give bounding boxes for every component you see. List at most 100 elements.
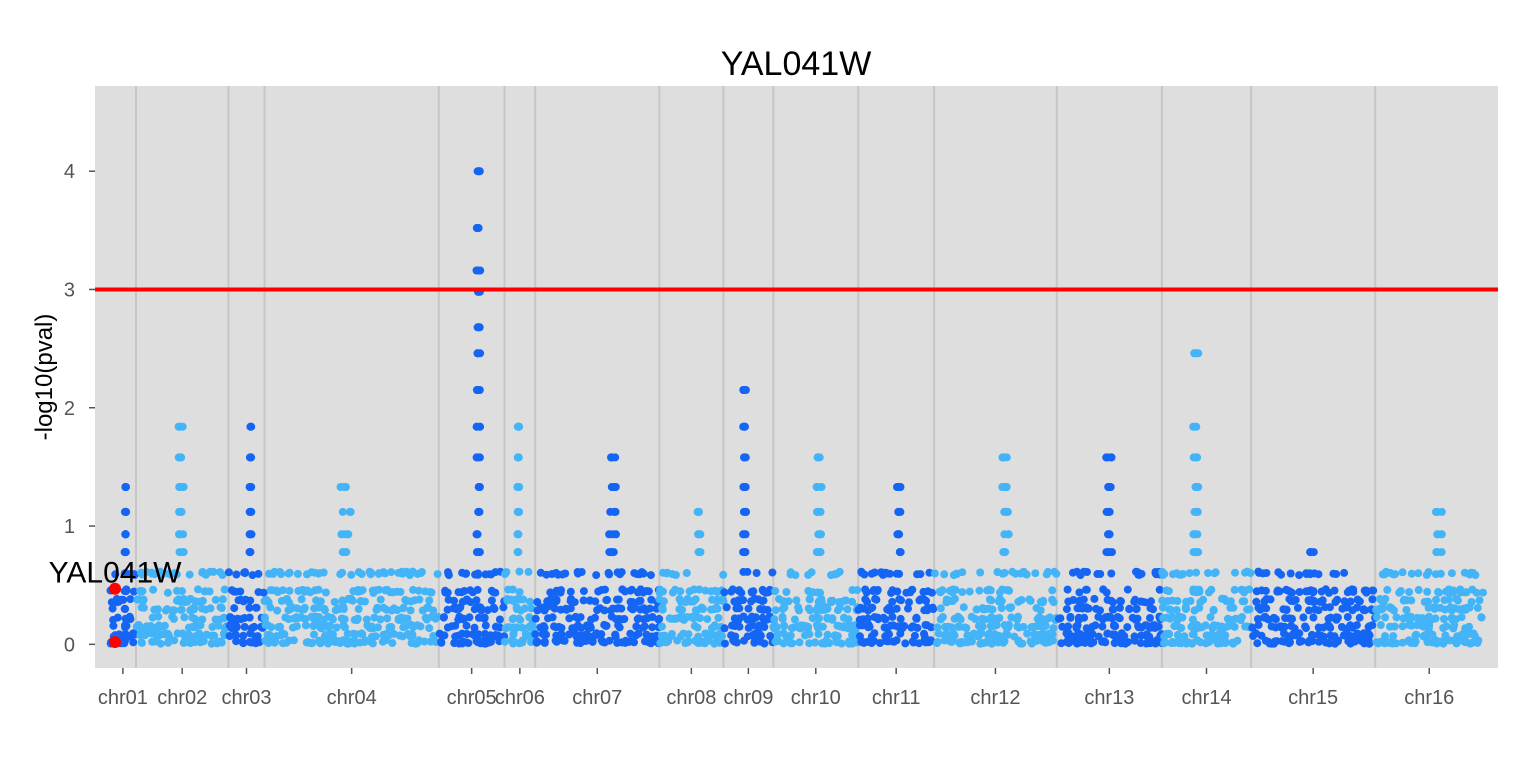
data-point bbox=[656, 639, 665, 647]
data-point bbox=[830, 570, 839, 579]
data-point bbox=[376, 615, 385, 624]
data-point bbox=[199, 637, 208, 646]
data-point bbox=[718, 595, 727, 603]
data-point bbox=[163, 588, 172, 597]
data-point bbox=[1218, 594, 1226, 603]
data-point bbox=[1423, 587, 1432, 596]
x-tick-label: chr06 bbox=[495, 687, 545, 709]
data-point bbox=[174, 595, 183, 604]
data-point bbox=[1211, 632, 1220, 641]
data-point bbox=[1174, 570, 1183, 579]
data-point bbox=[1173, 630, 1182, 639]
data-point bbox=[429, 632, 438, 640]
data-point bbox=[1304, 569, 1313, 578]
data-point bbox=[823, 630, 832, 639]
data-point bbox=[438, 631, 446, 640]
data-point bbox=[1472, 637, 1481, 646]
data-point bbox=[473, 167, 482, 176]
data-point bbox=[399, 623, 408, 632]
data-point bbox=[179, 638, 188, 647]
data-point bbox=[238, 638, 247, 646]
x-tick-label: chr09 bbox=[723, 687, 773, 709]
data-point bbox=[1465, 622, 1474, 631]
data-point bbox=[552, 586, 561, 595]
data-point bbox=[1192, 507, 1201, 516]
data-point bbox=[1238, 613, 1246, 621]
data-point bbox=[217, 604, 226, 612]
data-point bbox=[977, 621, 986, 630]
data-point bbox=[895, 530, 904, 539]
data-point bbox=[494, 631, 503, 640]
data-point bbox=[491, 588, 500, 597]
x-tick-label: chr11 bbox=[872, 687, 921, 709]
y-tick-label: 0 bbox=[64, 634, 75, 656]
data-point bbox=[321, 588, 330, 597]
data-point bbox=[586, 623, 595, 632]
data-point bbox=[962, 623, 971, 632]
data-point bbox=[1461, 605, 1470, 614]
data-point bbox=[1254, 621, 1263, 629]
data-point bbox=[177, 605, 185, 614]
data-point bbox=[1016, 639, 1025, 648]
data-point bbox=[382, 629, 391, 638]
data-point bbox=[374, 623, 382, 632]
data-point bbox=[368, 639, 377, 648]
data-point bbox=[176, 422, 185, 431]
data-point bbox=[499, 603, 508, 612]
data-point bbox=[692, 637, 701, 646]
data-point bbox=[1442, 622, 1451, 631]
data-point bbox=[1274, 568, 1283, 577]
data-point bbox=[1189, 422, 1198, 431]
data-point bbox=[330, 637, 339, 646]
data-point bbox=[1457, 613, 1466, 622]
data-point bbox=[1064, 622, 1073, 631]
data-point bbox=[930, 569, 939, 578]
data-point bbox=[1165, 629, 1173, 638]
data-point bbox=[690, 621, 699, 630]
data-point bbox=[1262, 595, 1271, 603]
data-point bbox=[355, 638, 364, 647]
data-point bbox=[1031, 569, 1040, 578]
data-point bbox=[512, 605, 521, 614]
data-point bbox=[147, 629, 156, 638]
data-point bbox=[607, 453, 615, 462]
data-point bbox=[211, 595, 220, 604]
data-point bbox=[1108, 605, 1117, 614]
data-point bbox=[514, 614, 523, 623]
data-point bbox=[114, 597, 123, 606]
data-point bbox=[973, 632, 982, 640]
data-point bbox=[426, 588, 434, 596]
data-point bbox=[285, 568, 294, 577]
data-point bbox=[958, 588, 967, 597]
data-point bbox=[985, 585, 994, 594]
data-point bbox=[387, 568, 396, 577]
data-point bbox=[607, 606, 615, 615]
data-point bbox=[1094, 612, 1103, 621]
data-point bbox=[108, 604, 117, 613]
data-point bbox=[425, 624, 434, 633]
data-point bbox=[396, 587, 405, 596]
data-point bbox=[1392, 613, 1401, 622]
data-point bbox=[481, 621, 490, 630]
data-point bbox=[1172, 606, 1181, 615]
data-point bbox=[641, 606, 650, 615]
data-point bbox=[458, 568, 467, 577]
data-point bbox=[683, 638, 692, 647]
y-tick-label: 2 bbox=[64, 398, 75, 420]
data-point bbox=[959, 603, 968, 612]
data-point bbox=[224, 568, 233, 577]
data-point bbox=[1180, 632, 1189, 641]
data-point bbox=[869, 587, 878, 596]
data-point bbox=[120, 604, 129, 613]
data-point bbox=[379, 603, 388, 612]
data-point bbox=[806, 606, 815, 615]
data-point bbox=[1040, 622, 1049, 631]
data-point bbox=[813, 483, 822, 491]
data-point bbox=[1025, 595, 1034, 604]
data-point bbox=[349, 629, 358, 638]
data-point bbox=[813, 623, 822, 632]
data-point bbox=[1155, 585, 1164, 594]
data-point bbox=[324, 639, 332, 648]
data-point bbox=[1272, 637, 1281, 646]
data-point bbox=[367, 622, 376, 631]
